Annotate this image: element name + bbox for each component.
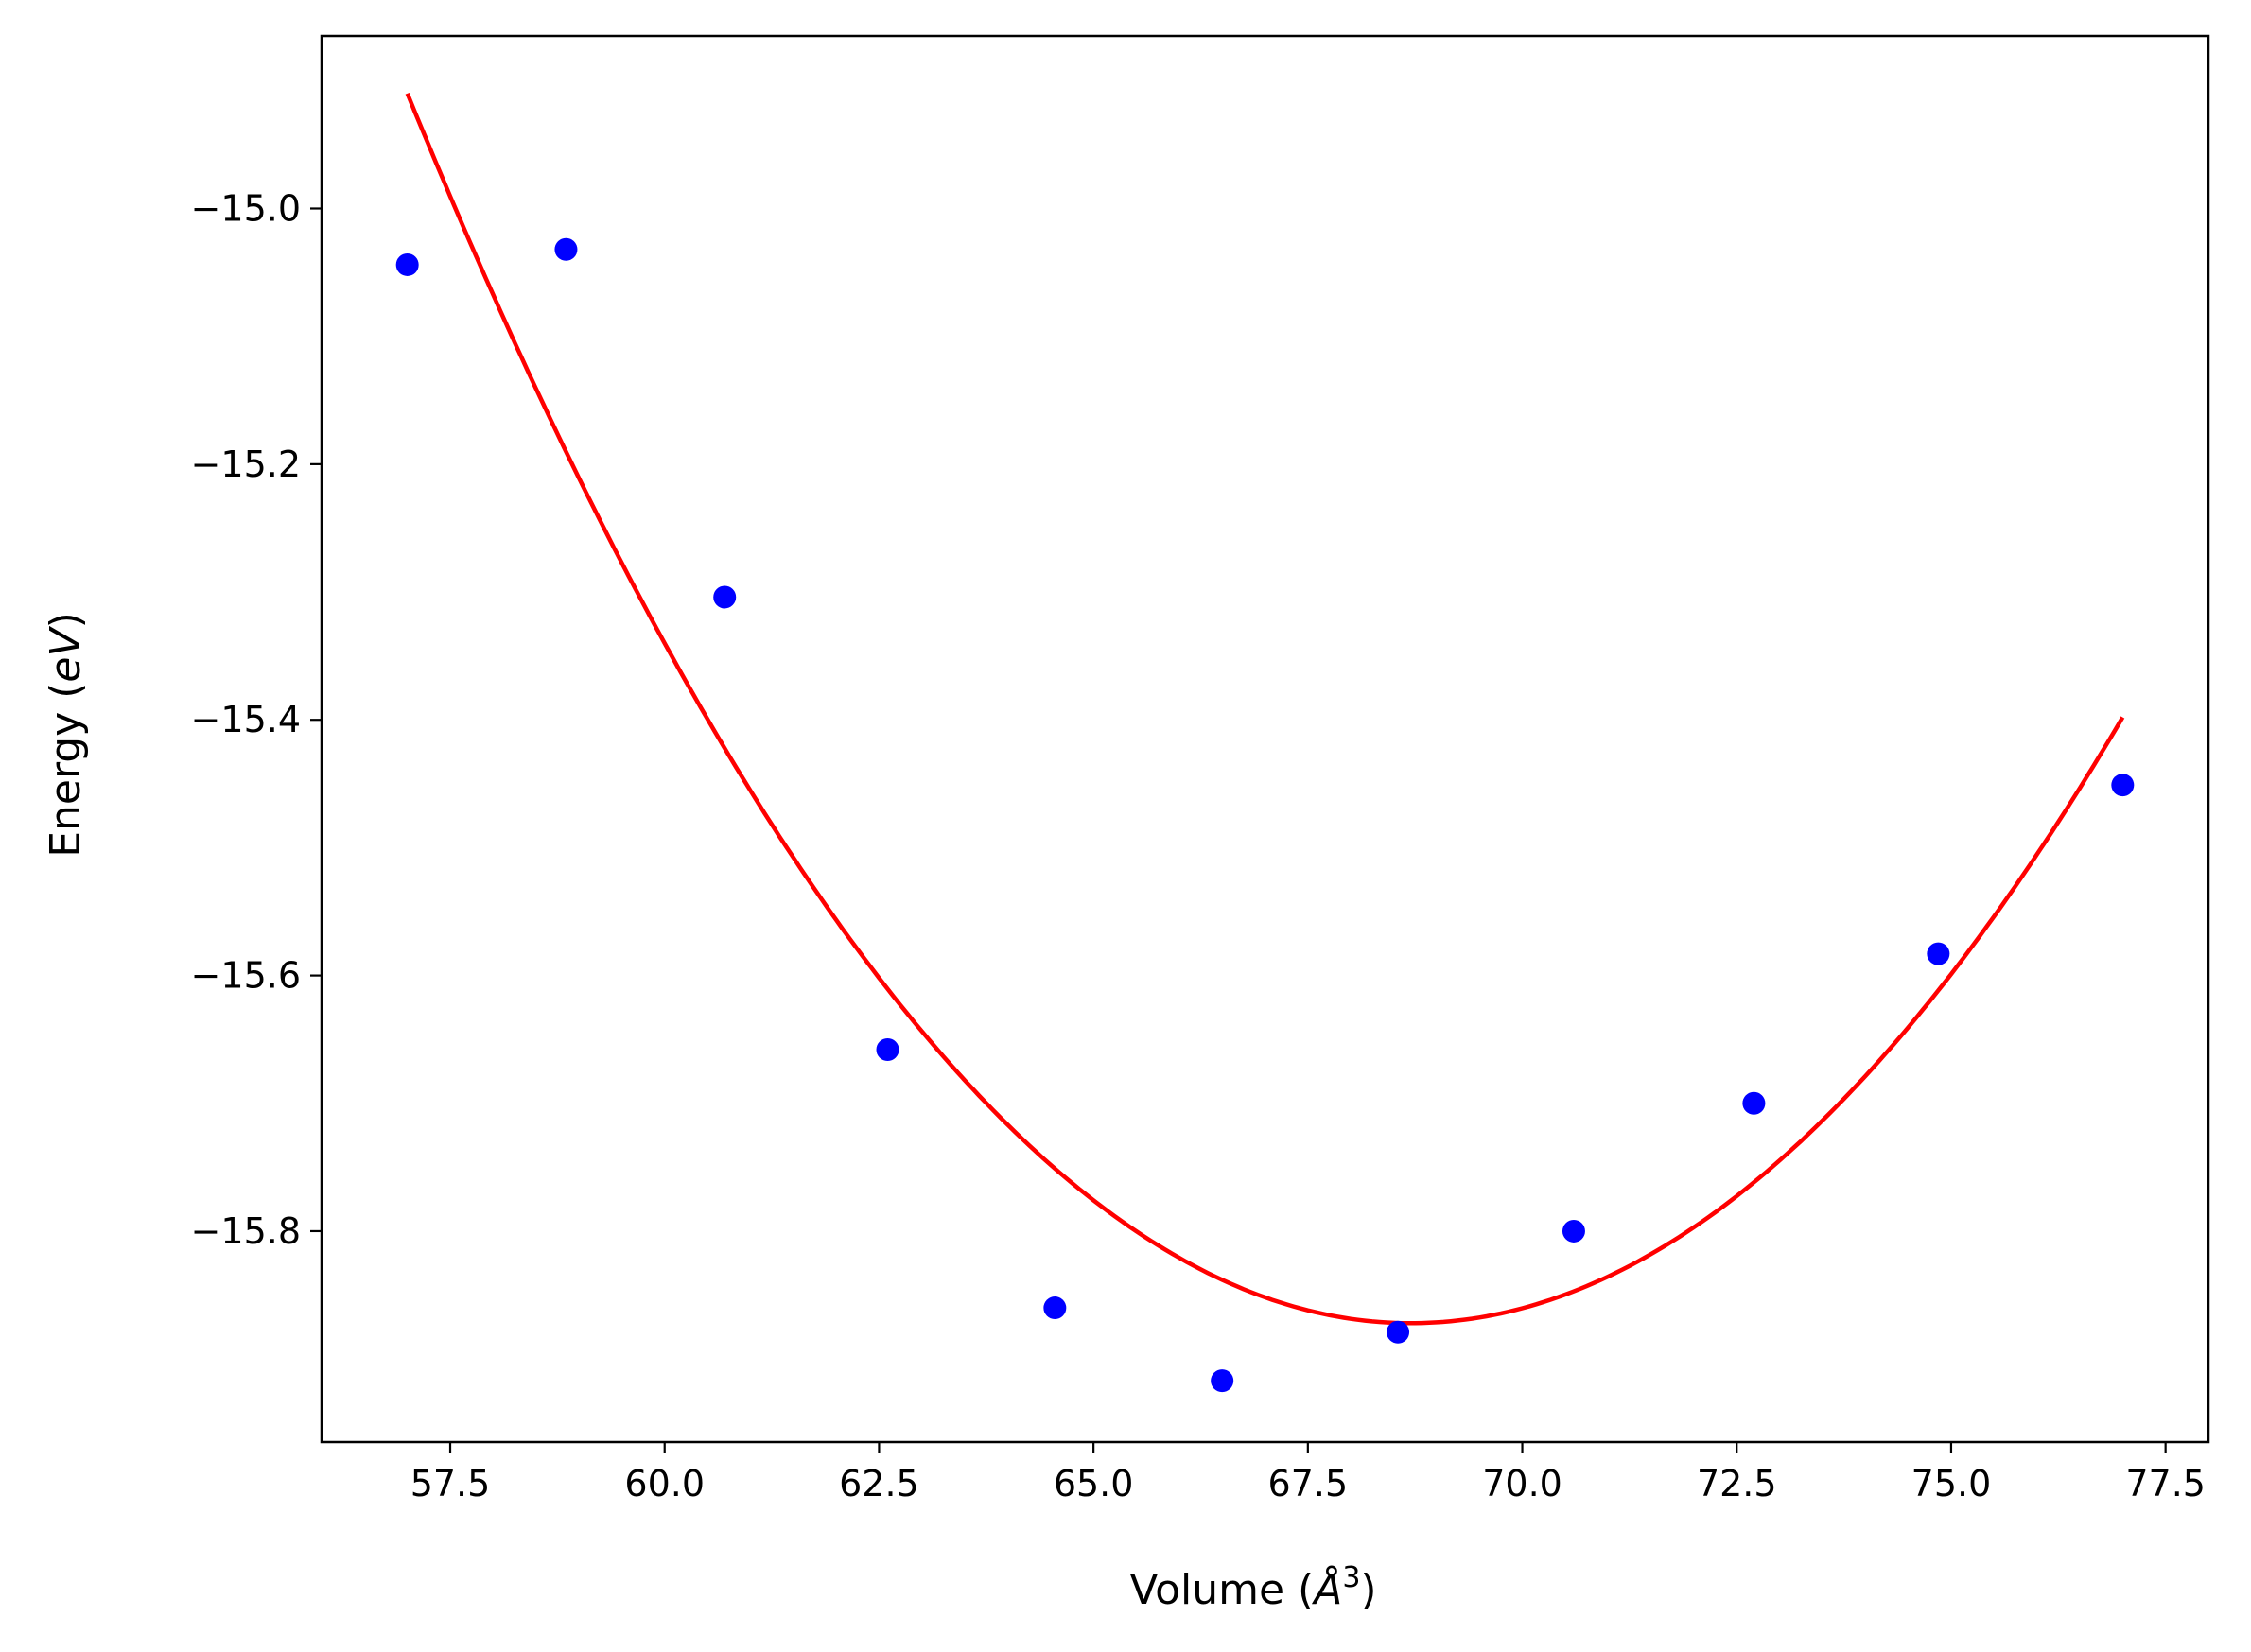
x-tick-label: 67.5 xyxy=(1268,1463,1349,1504)
data-point xyxy=(1562,1219,1585,1243)
x-axis-label: Volume (Å3) xyxy=(1129,1561,1376,1614)
data-point xyxy=(713,585,737,609)
y-tick-label: −15.0 xyxy=(191,187,301,229)
data-point xyxy=(395,252,419,276)
plot-frame xyxy=(320,34,2210,1444)
data-point xyxy=(1387,1320,1410,1344)
x-tick-label: 70.0 xyxy=(1482,1463,1562,1504)
x-tick-label: 57.5 xyxy=(410,1463,491,1504)
x-tick-label: 65.0 xyxy=(1054,1463,1134,1504)
x-tick-label: 72.5 xyxy=(1697,1463,1777,1504)
y-tick-label: −15.6 xyxy=(191,955,301,997)
x-tick-label: 62.5 xyxy=(839,1463,919,1504)
data-point xyxy=(1742,1091,1766,1115)
plot-area xyxy=(395,92,2135,1393)
data-point xyxy=(876,1037,899,1061)
data-point xyxy=(554,237,578,261)
x-tick-label: 60.0 xyxy=(624,1463,705,1504)
y-tick-label: −15.4 xyxy=(191,699,301,740)
x-tick-label: 75.0 xyxy=(1911,1463,1992,1504)
data-point xyxy=(1043,1296,1067,1320)
y-tick-label: −15.8 xyxy=(191,1210,301,1252)
data-point xyxy=(2111,774,2135,797)
y-axis-ticks: −15.0 −15.2 −15.4 −15.6 −15.8 xyxy=(191,187,322,1252)
data-point xyxy=(1211,1369,1234,1393)
y-axis-label: Energy (eV) xyxy=(42,612,90,858)
data-point xyxy=(1927,942,1950,965)
x-axis-ticks: 57.5 60.0 62.5 65.0 67.5 70.0 72.5 75.0 77.5 xyxy=(410,1442,2206,1504)
fit-curve xyxy=(405,92,2125,1326)
x-tick-label: 77.5 xyxy=(2125,1463,2206,1504)
y-tick-label: −15.2 xyxy=(191,443,301,485)
